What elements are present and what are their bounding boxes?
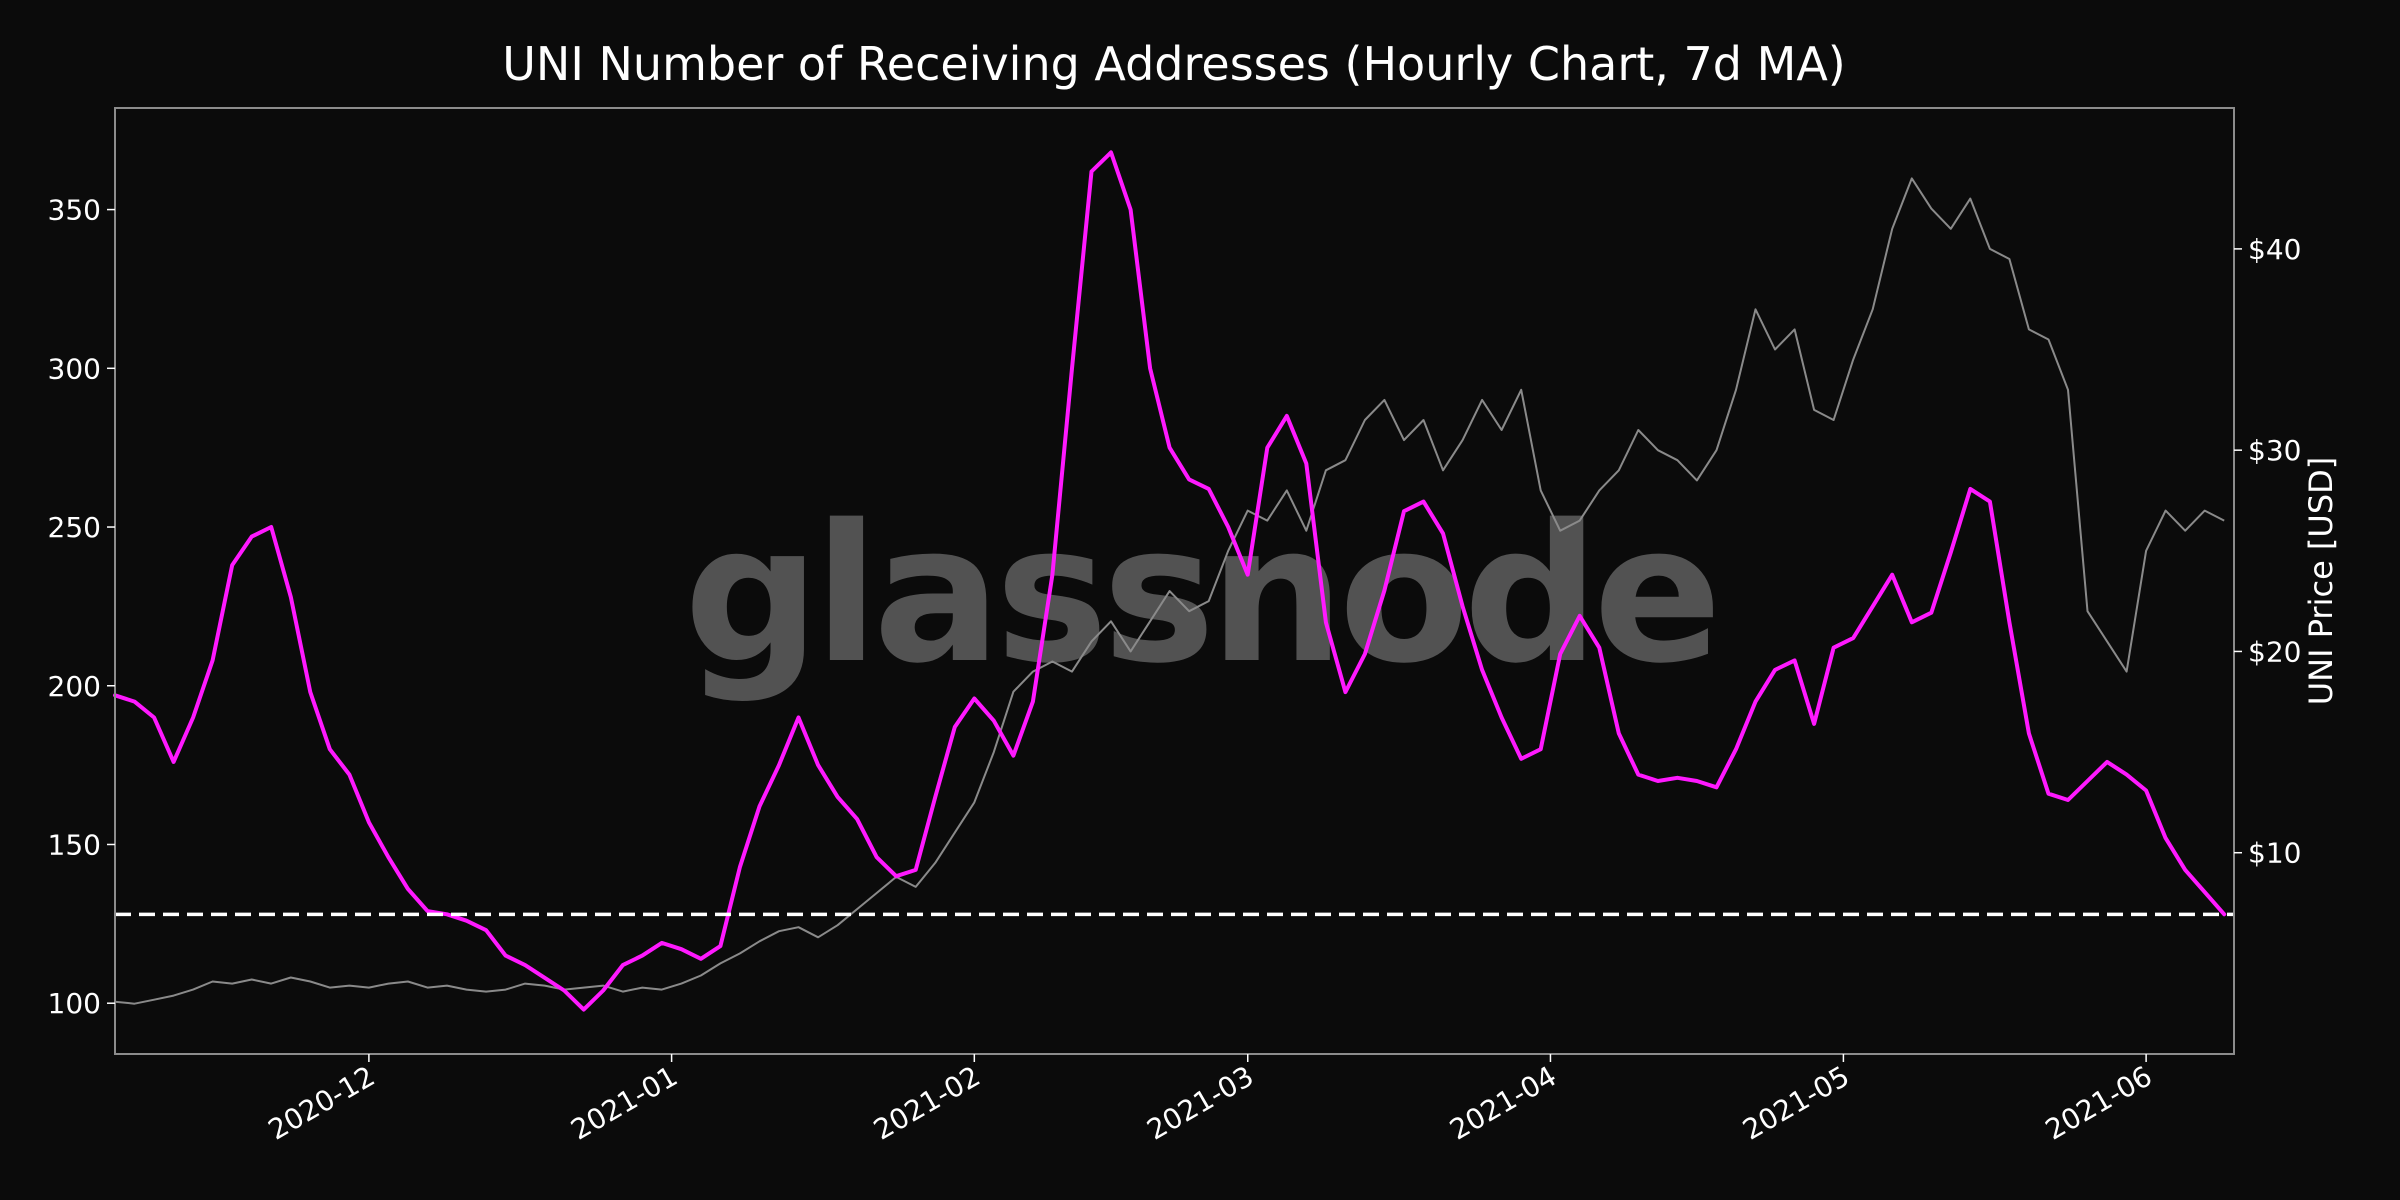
plot-marks (113, 150, 2234, 1012)
right-y-tick-label: $30 (2248, 434, 2301, 467)
right-y-axis: $10 $20 $30 $40 (2234, 233, 2301, 870)
right-y-tick-label: $20 (2248, 635, 2301, 668)
left-y-tick-label: 200 (48, 670, 101, 703)
left-y-axis: 100 150 200 250 300 350 (48, 194, 115, 1020)
right-y-tick-label: $10 (2248, 837, 2301, 870)
watermark: glassnode (684, 484, 1716, 705)
left-y-tick-label: 100 (48, 987, 101, 1020)
left-y-tick-label: 350 (48, 194, 101, 227)
receiving-addresses-line (113, 150, 2227, 1012)
plot-frame (114, 107, 2235, 1055)
left-y-tick-label: 150 (48, 828, 101, 861)
left-y-tick-label: 250 (48, 511, 101, 544)
right-y-tick-label: $40 (2248, 233, 2301, 266)
chart-title: UNI Number of Receiving Addresses (Hourl… (502, 37, 1845, 91)
left-y-tick-label: 300 (48, 352, 101, 385)
right-axis-label: UNI Price [USD] (2302, 457, 2340, 706)
price-line (114, 177, 2225, 1005)
